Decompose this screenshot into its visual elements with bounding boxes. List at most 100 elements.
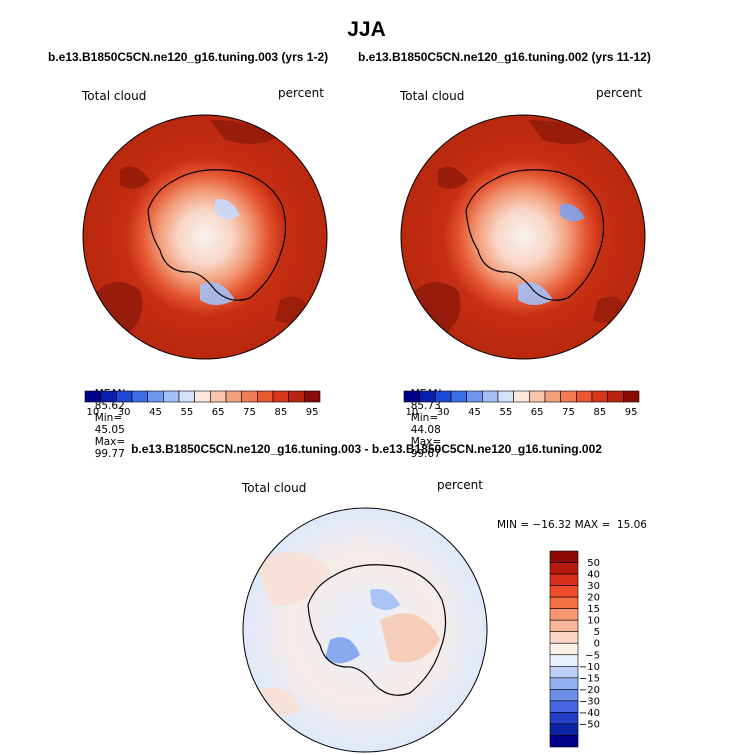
panel2-colorbar-swatch xyxy=(450,390,467,403)
diff-colorbar-swatch xyxy=(549,585,579,598)
panel1-mean-value: 85.62 xyxy=(94,400,125,412)
panel2-units-label: percent xyxy=(596,86,642,100)
panel2-max-label: Max= xyxy=(410,436,442,448)
panel1-min-label: Min= xyxy=(94,412,123,424)
diff-colorbar-swatch xyxy=(549,642,579,656)
panel2-colorbar: 10 30 45 55 65 75 85 95 xyxy=(403,390,640,418)
diff-map xyxy=(242,507,488,753)
diff-colorbar-tick-label: −30 xyxy=(579,696,600,707)
panel2-colorbar-swatch xyxy=(435,390,452,403)
panel2-max-value: 99.67 xyxy=(410,448,441,460)
panel2-colorbar-swatch xyxy=(419,390,436,403)
panel1-units-label: percent xyxy=(278,86,324,100)
panel2-map xyxy=(400,114,646,360)
diff-colorbar-swatch xyxy=(549,562,579,575)
diff-colorbar-tick-label: 50 xyxy=(587,558,600,569)
panel1-variable-label: Total cloud xyxy=(82,89,147,103)
diff-colorbar-tick-label: 0 xyxy=(594,639,600,650)
panel2-colorbar-tick-label: 30 xyxy=(437,407,450,418)
panel1-colorbar-swatch xyxy=(163,390,180,403)
panel1-colorbar-swatch xyxy=(178,390,195,403)
panel2-colorbar-tick-label: 55 xyxy=(499,407,512,418)
diff-colorbar-swatch xyxy=(549,654,579,667)
panel1-colorbar-swatch xyxy=(210,390,227,403)
diff-colorbar-swatch xyxy=(549,573,579,586)
diff-colorbar-tick-label: 5 xyxy=(594,627,600,638)
panel1-colorbar-swatch xyxy=(131,390,148,403)
panel2-colorbar-swatch xyxy=(576,390,593,403)
panel1-colorbar-swatch xyxy=(257,390,274,403)
diff-colorbar-tick-label: −40 xyxy=(579,708,600,719)
panel1-colorbar-swatch xyxy=(116,390,133,403)
diff-colorbar-swatch xyxy=(549,608,579,621)
panel1-colorbar-swatch xyxy=(84,390,101,403)
diff-colorbar-swatch xyxy=(549,596,579,609)
panel1-colorbar-tick-label: 75 xyxy=(243,407,256,418)
diff-colorbar-tick-label: −20 xyxy=(579,685,600,696)
panel2-colorbar-swatch xyxy=(623,390,640,403)
panel1-colorbar-swatch xyxy=(272,390,289,403)
panel2-colorbar-swatch xyxy=(560,390,577,403)
panel2-min-label: Min= xyxy=(410,412,439,424)
diff-colorbar-tick-label: 40 xyxy=(587,570,600,581)
panel2-colorbar-swatch xyxy=(529,390,546,403)
diff-colorbar-swatch xyxy=(549,677,579,690)
panel1-colorbar-tick-label: 10 xyxy=(86,407,99,418)
diff-colorbar-tick-label: −15 xyxy=(579,673,600,684)
panel1-colorbar-swatch xyxy=(304,390,321,403)
diff-colorbar-swatch xyxy=(549,550,579,563)
panel1-subtitle: b.e13.B1850C5CN.ne120_g16.tuning.003 (yr… xyxy=(48,50,329,64)
panel2-colorbar-tick-label: 10 xyxy=(405,407,418,418)
panel1-colorbar-swatch xyxy=(225,390,242,403)
diff-colorbar-swatch xyxy=(549,689,579,702)
panel2-colorbar-tick-label: 75 xyxy=(562,407,575,418)
panel2-colorbar-swatch xyxy=(607,390,624,403)
panel1-colorbar-tick-label: 30 xyxy=(118,407,131,418)
panel1-max-label: Max= xyxy=(94,436,126,448)
diff-colorbar-swatch xyxy=(549,723,579,736)
panel1-colorbar-tick-label: 45 xyxy=(149,407,162,418)
panel2-min-value: 44.08 xyxy=(410,424,441,436)
panel2-colorbar-swatch xyxy=(497,390,514,403)
panel1-colorbar-tick-label: 55 xyxy=(180,407,193,418)
diff-colorbar-tick-label: 20 xyxy=(587,593,600,604)
diff-colorbar-swatch xyxy=(549,700,579,713)
panel2-colorbar-swatch xyxy=(466,390,483,403)
diff-colorbar-tick-label: 15 xyxy=(587,604,600,615)
diff-colorbar-swatch xyxy=(549,631,579,644)
panel2-colorbar-tick-label: 45 xyxy=(468,407,481,418)
panel2-colorbar-swatch xyxy=(544,390,561,403)
panel1-colorbar: 10 30 45 55 65 75 85 95 xyxy=(84,390,321,418)
diff-units-label: percent xyxy=(437,478,483,492)
panel1-map xyxy=(82,114,328,360)
diff-colorbar-swatch xyxy=(549,712,579,725)
panel1-colorbar-tick-label: 95 xyxy=(306,407,319,418)
panel2-variable-label: Total cloud xyxy=(400,89,465,103)
diff-colorbar-swatch xyxy=(549,619,579,633)
diff-colorbar-swatch xyxy=(549,665,579,679)
panel1-colorbar-tick-label: 65 xyxy=(212,407,225,418)
diff-minmax-label: MIN = −16.32 MAX = 15.06 xyxy=(497,519,647,531)
panel1-colorbar-swatch xyxy=(194,390,211,403)
panel2-colorbar-swatch xyxy=(403,390,420,403)
panel1-colorbar-swatch xyxy=(100,390,117,403)
panel2-colorbar-tick-label: 95 xyxy=(625,407,638,418)
diff-colorbar-tick-label: 10 xyxy=(587,616,600,627)
panel1-min-value: 45.05 xyxy=(94,424,125,436)
diff-colorbar-tick-label: −5 xyxy=(585,650,600,661)
panel2-mean-value: 85.73 xyxy=(410,400,441,412)
diff-colorbar-tick-label: 30 xyxy=(587,581,600,592)
panel1-colorbar-swatch xyxy=(147,390,164,403)
main-title: JJA xyxy=(347,18,386,41)
panel2-colorbar-tick-label: 85 xyxy=(593,407,606,418)
panel2-colorbar-swatch xyxy=(591,390,608,403)
panel2-colorbar-swatch xyxy=(482,390,499,403)
diff-colorbar-tick-label: −50 xyxy=(579,719,600,730)
diff-colorbar-swatch xyxy=(549,735,579,748)
panel2-subtitle: b.e13.B1850C5CN.ne120_g16.tuning.002 (yr… xyxy=(358,50,651,64)
panel2-colorbar-swatch xyxy=(513,390,530,403)
diff-variable-label: Total cloud xyxy=(242,481,307,495)
panel1-max-value: 99.77 xyxy=(94,448,125,460)
